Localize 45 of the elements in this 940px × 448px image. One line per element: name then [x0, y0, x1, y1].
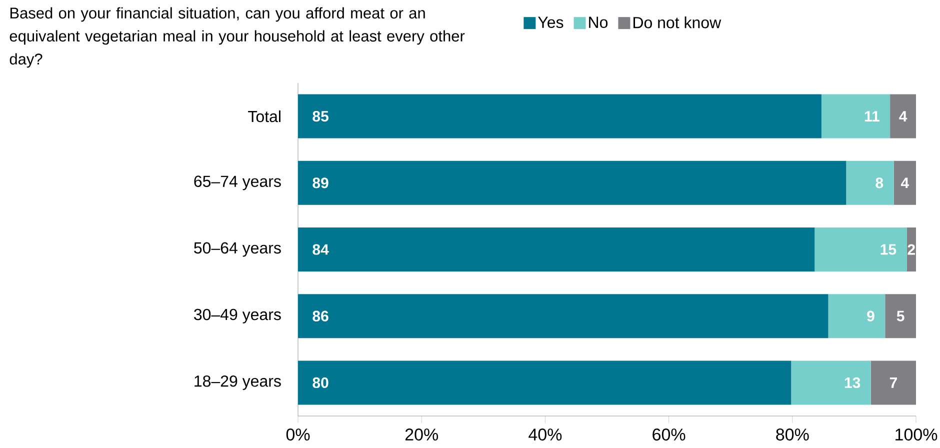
legend-label: No	[589, 16, 608, 28]
bar	[846, 160, 894, 205]
data-label: 5	[896, 310, 904, 322]
chart-title: Based on your financial situation, can you afford meat or an equivalent vegetarian meal in your household at least every other day?	[10, 7, 465, 68]
bar	[890, 94, 916, 138]
legend-label: Do not know	[634, 16, 722, 28]
data-label: 13	[844, 377, 860, 388]
legend-label: Yes	[538, 16, 564, 28]
data-label: 11	[864, 111, 880, 122]
bar	[298, 94, 822, 138]
data-label: 4	[900, 178, 909, 188]
data-label: 84	[312, 244, 329, 255]
bar	[298, 228, 815, 272]
bar	[828, 294, 886, 338]
bar	[894, 160, 916, 205]
bar	[906, 228, 916, 272]
data-label: 89	[312, 178, 328, 188]
bar	[298, 160, 846, 205]
y-tick-label: Total	[248, 110, 280, 122]
data-label: 86	[312, 310, 328, 322]
x-tick-label: 100%	[896, 428, 938, 441]
data-label: 4	[899, 111, 908, 122]
bar	[821, 94, 890, 138]
data-label: 85	[312, 110, 328, 122]
x-tick-label: 40%	[528, 428, 562, 441]
data-label: 2	[908, 244, 915, 255]
bar	[885, 294, 916, 338]
y-tick-label: 65–74 years	[194, 176, 281, 190]
y-tick-label: 50–64 years	[194, 242, 281, 257]
bar	[298, 294, 828, 338]
x-tick-label: 60%	[652, 428, 686, 441]
bar	[791, 360, 871, 405]
x-tick-label: 20%	[405, 428, 438, 441]
y-tick-label: 18–29 years	[194, 375, 281, 390]
bar	[870, 360, 916, 405]
x-tick-label: 0%	[286, 428, 310, 441]
data-label: 9	[867, 310, 874, 322]
x-tick-label: 80%	[776, 428, 809, 441]
y-tick-label: 30–49 years	[194, 308, 281, 324]
data-label: 80	[312, 377, 328, 388]
data-label: 8	[876, 178, 884, 188]
data-label: 7	[890, 378, 897, 388]
bar	[298, 360, 792, 405]
data-label: 15	[880, 244, 896, 255]
bar	[814, 228, 907, 272]
